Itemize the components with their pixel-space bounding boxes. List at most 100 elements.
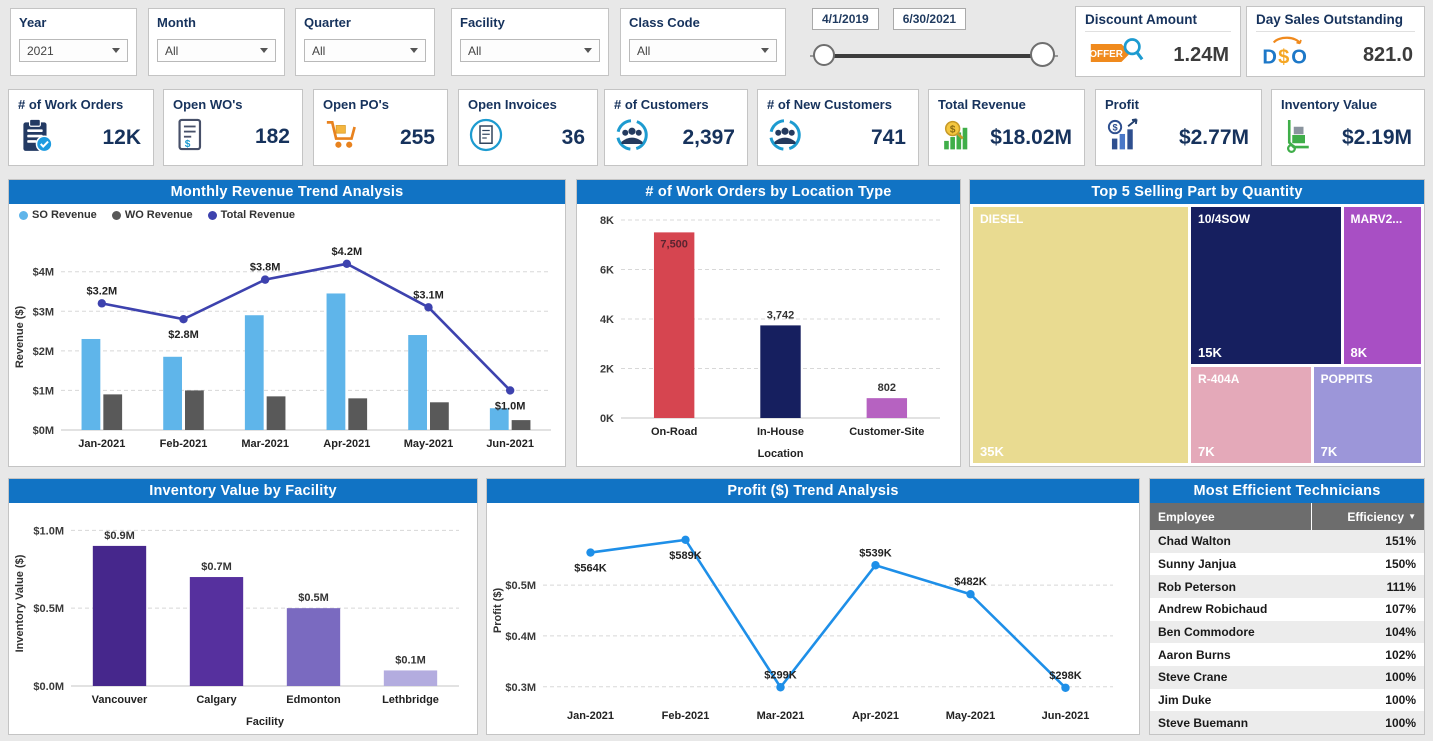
svg-text:Apr-2021: Apr-2021 [852,710,899,722]
treemap-tile-poppits[interactable]: POPPITS 7K [1313,367,1421,463]
svg-text:Jan-2021: Jan-2021 [78,438,125,450]
end-date-input[interactable]: 6/30/2021 [892,8,967,30]
cart-icon [323,117,360,159]
employee-cell: Aaron Burns [1158,647,1231,662]
legend-item-so-revenue[interactable]: SO Revenue [19,209,97,221]
legend-dot [19,210,28,220]
profit-chart-icon: $ [1105,117,1142,159]
svg-text:2K: 2K [600,364,614,376]
inventory-facility-chart[interactable]: $0.0M $0.5M $1.0M Inventory Value ($) Vancou… [9,503,475,732]
month-dropdown[interactable]: All [157,39,276,62]
treemap-tile-10-4sow[interactable]: 10/4SOW 15K [1191,207,1341,365]
chart-title: Profit ($) Trend Analysis [487,479,1139,503]
quarter-dropdown[interactable]: All [304,39,426,62]
work-orders-location-chart[interactable]: 0K 2K 4K 6K 8K On-Road In-House Customer-Site Lo… [577,204,958,464]
slider-handle-start[interactable] [813,44,835,66]
legend-dot [207,210,217,220]
filter-quarter: Quarter All [295,8,435,76]
invoice-icon [468,117,504,158]
tile-label: 10/4SOW [1198,212,1251,226]
svg-text:$0M: $0M [33,425,54,437]
legend-item-total-revenue[interactable]: Total Revenue [207,209,296,221]
kpi-label: # of Work Orders [18,97,124,112]
table-row[interactable]: Jim Duke 100% [1150,689,1424,712]
kpi-value: 741 [870,125,906,149]
employee-cell: Andrew Robichaud [1158,602,1268,617]
table-row[interactable]: Steve Crane 100% [1150,666,1424,689]
legend-label: WO Revenue [124,209,193,221]
table-body: Chad Walton 151% Sunny Janjua 150% Rob Peter… [1150,530,1424,735]
table-row[interactable]: Aaron Burns 102% [1150,643,1424,666]
start-date-input[interactable]: 4/1/2019 [812,8,879,30]
top-parts-panel: Top 5 Selling Part by Quantity DIESEL 35… [969,179,1425,467]
svg-text:7,500: 7,500 [660,238,688,250]
svg-text:Edmonton: Edmonton [286,694,341,706]
table-row[interactable]: Chad Walton 151% [1150,530,1424,553]
efficiency-cell: 111% [1386,579,1416,594]
slider-track-selected[interactable] [826,54,1036,58]
svg-text:Jun-2021: Jun-2021 [1042,710,1090,722]
kpi-open-invoices: Open Invoices 36 [458,89,598,166]
class-code-dropdown[interactable]: All [629,39,777,62]
treemap-tile-r-404a[interactable]: R-404A 7K [1191,367,1311,463]
slider-handle-end[interactable] [1030,42,1055,67]
legend-label: Total Revenue [220,209,296,221]
table-row[interactable]: Rob Peterson 111% [1150,575,1424,599]
kpi-label: Profit [1105,97,1139,112]
kpi-inventory-value: Inventory Value $2.19M [1271,89,1425,166]
kpi-open-pos: Open PO's 255 [313,89,448,166]
discount-amount-label: Discount Amount [1085,12,1231,32]
table-row[interactable]: Andrew Robichaud 107% [1150,598,1424,621]
kpi-label: Open Invoices [468,97,557,112]
legend-item-wo-revenue[interactable]: WO Revenue [111,209,193,221]
svg-text:$1.0M: $1.0M [33,525,64,537]
year-dropdown[interactable]: 2021 [19,39,128,62]
svg-text:$3M: $3M [33,306,54,318]
facility-dropdown[interactable]: All [460,39,600,62]
employee-cell: Steve Buemann [1158,715,1249,730]
svg-text:Mar-2021: Mar-2021 [241,438,289,450]
svg-text:$0.7M: $0.7M [201,561,232,573]
filter-facility-label: Facility [460,15,505,30]
svg-text:$3.8M: $3.8M [250,262,281,274]
svg-text:O: O [1291,47,1307,69]
svg-text:Apr-2021: Apr-2021 [323,438,370,450]
chevron-down-icon [260,48,268,53]
svg-text:$0.1M: $0.1M [395,654,426,666]
date-range-slider: 4/1/2019 6/30/2021 [800,8,1068,74]
employee-cell: Rob Peterson [1158,579,1237,594]
day-sales-outstanding-label: Day Sales Outstanding [1256,12,1415,32]
monthly-revenue-chart[interactable]: $0M $1M $2M $3M $4M Revenue ($) Jan-2021 Feb-20… [9,226,563,464]
kpi-label: # of Customers [614,97,709,112]
svg-text:Jun-2021: Jun-2021 [486,438,534,450]
column-header-efficiency[interactable]: Efficiency ▼ [1310,503,1424,530]
column-header-employee[interactable]: Employee [1158,509,1215,524]
table-row[interactable]: Ben Commodore 104% [1150,620,1424,644]
svg-text:Location: Location [758,448,804,460]
svg-text:In-House: In-House [757,426,804,438]
svg-text:Feb-2021: Feb-2021 [662,710,710,722]
legend-label: SO Revenue [32,209,97,221]
table-row[interactable]: Steve Buemann 100% [1150,711,1424,735]
kpi-profit: Profit $ $2.77M [1095,89,1262,166]
kpi-value: $2.77M [1178,126,1249,149]
svg-text:Revenue ($): Revenue ($) [14,305,26,368]
kpi-customers: # of Customers 2,397 [604,89,748,166]
chevron-down-icon [584,48,592,53]
svg-text:$0.5M: $0.5M [505,580,536,592]
kpi-work-orders: # of Work Orders 12K [8,89,154,166]
treemap-tile-marv2[interactable]: MARV2... 8K [1343,207,1421,365]
new-customers-icon [767,117,803,158]
svg-text:$298K: $298K [1049,670,1081,682]
treemap-tile-diesel[interactable]: DIESEL 35K [973,207,1189,463]
tile-label: POPPITS [1320,372,1373,387]
table-row[interactable]: Sunny Janjua 150% [1150,553,1424,576]
tile-label: MARV2... [1350,212,1403,226]
svg-text:Feb-2021: Feb-2021 [160,438,208,450]
filter-class-code: Class Code All [620,8,786,76]
kpi-open-wos: Open WO's $ 182 [163,89,303,166]
technicians-table: Employee Efficiency ▼ Chad Walton 151% Sun… [1150,503,1424,735]
svg-text:8K: 8K [600,215,614,227]
efficiency-cell: 104% [1385,625,1416,640]
